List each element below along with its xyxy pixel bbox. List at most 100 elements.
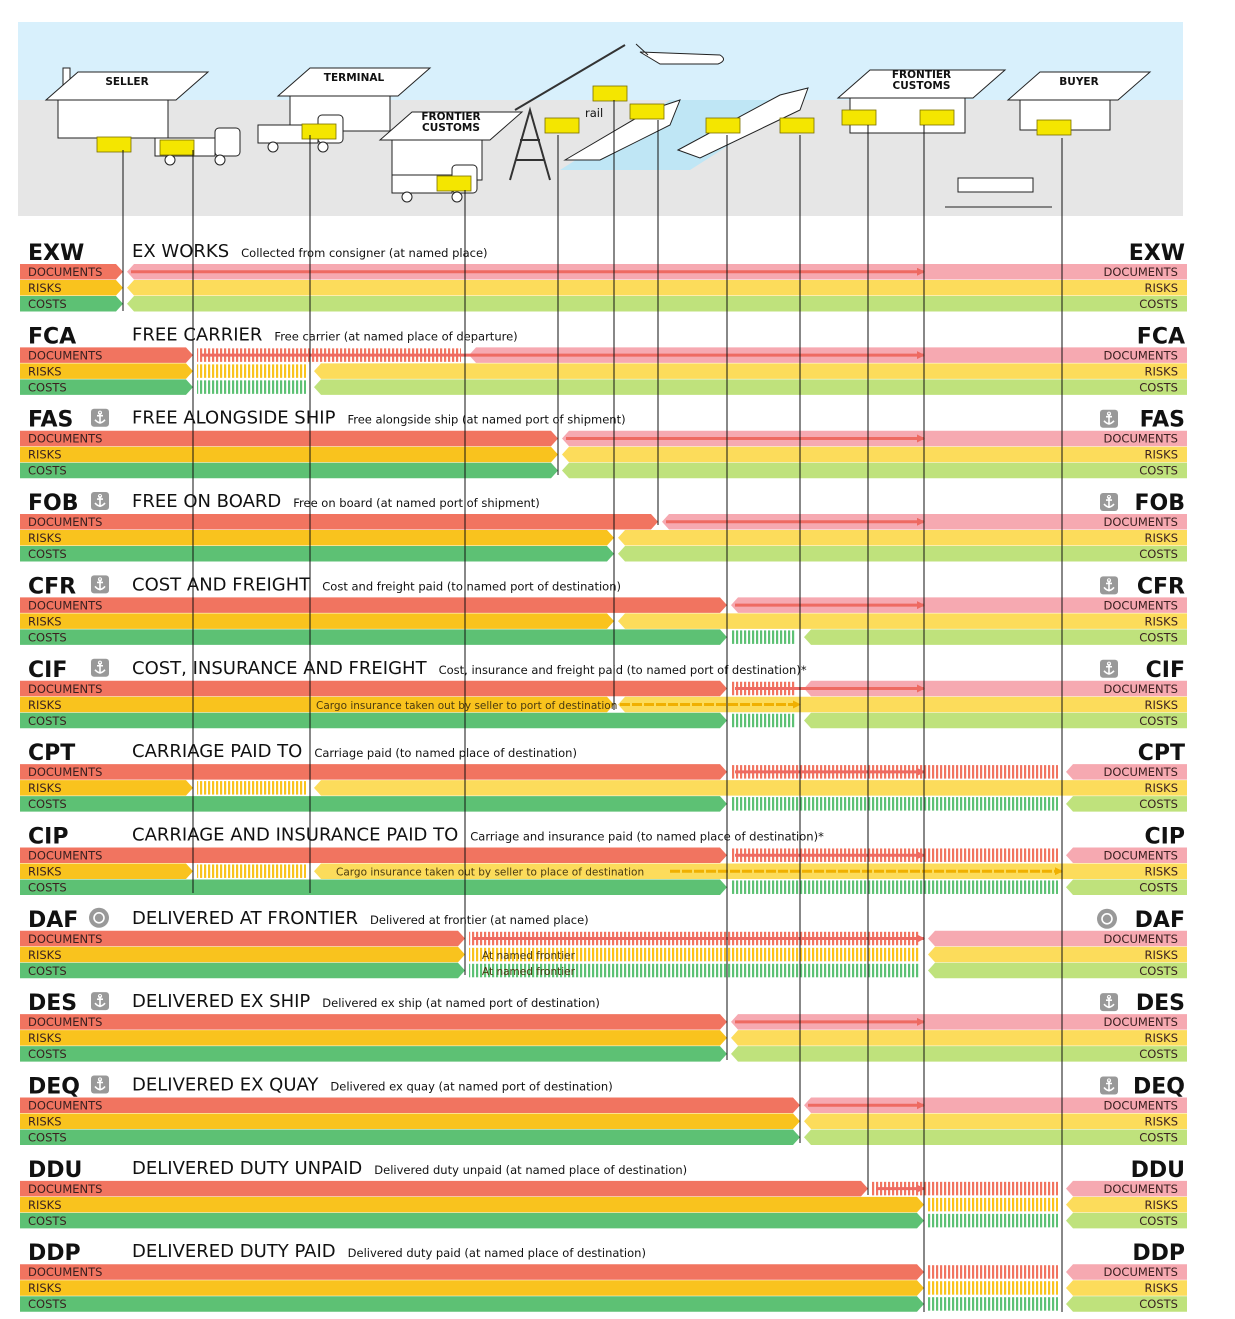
seller-responsibility-bar bbox=[20, 1212, 924, 1229]
incoterm-row-cfr: CFR CFR COST AND FREIGHT Cost and freight p… bbox=[20, 574, 1187, 645]
seller-responsibility-bar bbox=[20, 764, 727, 780]
seller-responsibility-bar bbox=[20, 613, 614, 629]
incoterm-row-des: DES DES DELIVERED EX SHIP Delivered ex ship… bbox=[20, 991, 1187, 1062]
seller-responsibility-bar bbox=[20, 1097, 800, 1113]
term-code: FOB bbox=[28, 491, 79, 516]
seller-responsibility-bar bbox=[20, 863, 193, 879]
lane-label: DOCUMENTS bbox=[28, 682, 102, 696]
seller-responsibility-bar bbox=[20, 264, 123, 280]
seller-responsibility-bar bbox=[20, 546, 614, 562]
buyer-responsibility-bar bbox=[928, 962, 1187, 979]
incoterm-row-cif: CIF CIF COST, INSURANCE AND FREIGHT Cost, i… bbox=[20, 658, 1187, 729]
lane-label-right: DOCUMENTS bbox=[1104, 265, 1178, 279]
buyer-responsibility-bar bbox=[804, 712, 1187, 729]
building-label: FRONTIER bbox=[421, 111, 480, 123]
lane-label: DOCUMENTS bbox=[28, 515, 102, 529]
seller-responsibility-bar bbox=[20, 1196, 924, 1213]
cargo-box-icon bbox=[705, 117, 741, 134]
lane-label-right: DOCUMENTS bbox=[1104, 1265, 1178, 1279]
term-description: Cost and freight paid (to named port of … bbox=[322, 579, 621, 593]
lane-label: RISKS bbox=[28, 948, 62, 962]
lane-label: COSTS bbox=[28, 964, 67, 978]
lane-label-right: RISKS bbox=[1144, 531, 1178, 545]
lane-label-right: COSTS bbox=[1139, 714, 1178, 728]
buyer-responsibility-bar bbox=[314, 379, 1187, 395]
buyer-responsibility-bar bbox=[731, 1014, 1187, 1030]
lane-label-right: RISKS bbox=[1144, 281, 1178, 295]
lane-label: COSTS bbox=[28, 380, 67, 394]
anchor-icon bbox=[91, 492, 109, 511]
term-code-right: EXW bbox=[1129, 241, 1185, 266]
lane-documents: DOCUMENTS DOCUMENTS bbox=[20, 347, 1187, 363]
seller-responsibility-bar bbox=[20, 712, 727, 729]
lane-costs: COSTS COSTS bbox=[20, 879, 1187, 895]
seller-responsibility-bar bbox=[20, 796, 727, 812]
term-description: Delivered at frontier (at named place) bbox=[370, 913, 589, 927]
seller-responsibility-bar bbox=[20, 879, 727, 895]
incoterm-row-deq: DEQ DEQ DELIVERED EX QUAY Delivered ex quay… bbox=[20, 1075, 1187, 1145]
incoterm-row-daf: DAF DAF DELIVERED AT FRONTIER Delivered at … bbox=[20, 907, 1187, 979]
term-name: DELIVERED DUTY UNPAID bbox=[132, 1158, 362, 1179]
term-description: Cost, insurance and freight paid (to nam… bbox=[439, 663, 807, 677]
lane-label: DOCUMENTS bbox=[28, 1015, 102, 1029]
seller-responsibility-bar bbox=[20, 296, 123, 312]
term-name: CARRIAGE AND INSURANCE PAID TO bbox=[132, 824, 458, 845]
term-name: FREE ALONGSIDE SHIP bbox=[132, 408, 336, 429]
building-label: FRONTIER bbox=[892, 69, 951, 81]
lane-label-right: RISKS bbox=[1144, 448, 1178, 462]
incoterm-row-cip: CIP CIP CARRIAGE AND INSURANCE PAID TO Carr… bbox=[20, 824, 1187, 895]
building-label: CUSTOMS bbox=[893, 80, 951, 92]
lane-label: RISKS bbox=[28, 698, 62, 712]
lane-label: DOCUMENTS bbox=[28, 1265, 102, 1279]
cargo-box-icon bbox=[1036, 119, 1072, 136]
anchor-icon bbox=[1100, 1076, 1118, 1095]
term-description: Free alongside ship (at named port of sh… bbox=[347, 413, 625, 427]
lane-label: RISKS bbox=[28, 364, 62, 378]
transit-shared-segment bbox=[197, 364, 306, 378]
lane-risks: RISKS RISKS bbox=[20, 1113, 1187, 1129]
lane-label-right: RISKS bbox=[1144, 1281, 1178, 1295]
buyer-responsibility-bar bbox=[928, 946, 1187, 963]
lane-risks: RISKS RISKS bbox=[20, 446, 1187, 463]
seller-responsibility-bar bbox=[20, 530, 614, 546]
seller-responsibility-bar bbox=[20, 363, 193, 379]
term-code: FCA bbox=[28, 324, 76, 349]
lane-documents: DOCUMENTS DOCUMENTS bbox=[20, 430, 1187, 447]
lane-risks: RISKS RISKS bbox=[20, 363, 1187, 379]
svg-text:CARRIAGE AND INSURANCE PAID TO: CARRIAGE AND INSURANCE PAID TO Carriage a… bbox=[132, 824, 824, 845]
buyer-responsibility-bar bbox=[731, 1030, 1187, 1046]
lane-label-right: COSTS bbox=[1139, 630, 1178, 644]
term-description: Delivered ex ship (at named port of dest… bbox=[322, 996, 600, 1010]
lane-label-right: COSTS bbox=[1139, 797, 1178, 811]
incoterm-row-fob: FOB FOB FREE ON BOARD Free on board (at nam… bbox=[20, 491, 1187, 562]
lane-documents: DOCUMENTS DOCUMENTS bbox=[20, 764, 1187, 780]
lane-documents: DOCUMENTS DOCUMENTS bbox=[20, 930, 1187, 947]
buyer-responsibility-bar bbox=[1066, 1296, 1187, 1312]
transit-shared-segment bbox=[928, 1281, 1058, 1295]
lane-costs: COSTS COSTS bbox=[20, 1212, 1187, 1229]
lane-risks: RISKS RISKS bbox=[20, 1280, 1187, 1296]
term-code-right: DAF bbox=[1135, 908, 1185, 933]
lane-documents: DOCUMENTS DOCUMENTS bbox=[20, 1180, 1187, 1197]
lane-label: RISKS bbox=[28, 531, 62, 545]
term-description: Collected from consigner (at named place… bbox=[241, 246, 487, 260]
buyer-responsibility-bar bbox=[731, 1046, 1187, 1062]
incoterm-row-ddp: DDP DDP DELIVERED DUTY PAID Delivered duty … bbox=[20, 1241, 1187, 1312]
lane-label: DOCUMENTS bbox=[28, 1182, 102, 1196]
lane-label: DOCUMENTS bbox=[28, 598, 102, 612]
lane-label-right: COSTS bbox=[1139, 964, 1178, 978]
lane-label: COSTS bbox=[28, 464, 67, 478]
seller-responsibility-bar bbox=[20, 1113, 800, 1129]
lane-label: DOCUMENTS bbox=[28, 1099, 102, 1113]
rail-wagon-icon bbox=[957, 177, 1034, 193]
lane-documents: DOCUMENTS DOCUMENTS bbox=[20, 514, 1187, 530]
lane-risks: At named frontier RISKS RISKS bbox=[20, 946, 1187, 963]
building-label: TERMINAL bbox=[324, 72, 385, 84]
lane-label: DOCUMENTS bbox=[28, 348, 102, 362]
transfer-point-lines bbox=[122, 100, 1063, 1312]
